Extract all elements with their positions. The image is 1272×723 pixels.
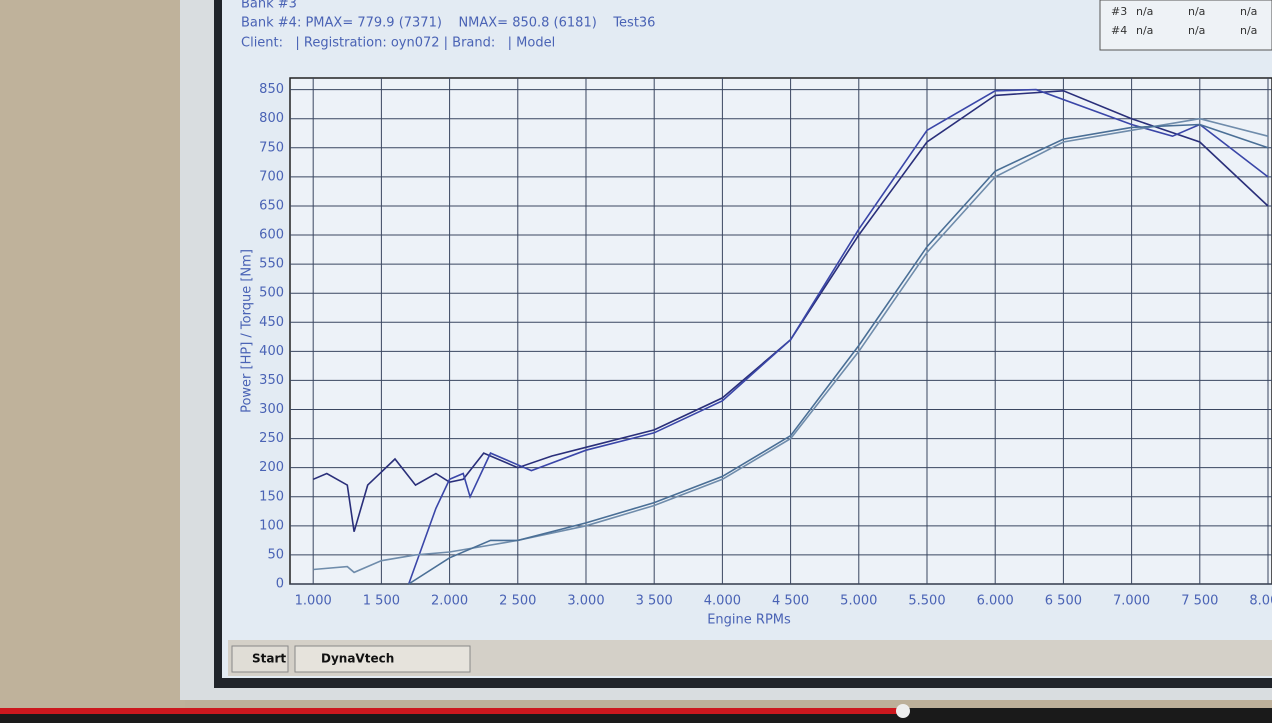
x-tick-label: 7 500 — [1181, 594, 1218, 609]
results-table — [1099, 0, 1272, 51]
y-tick-label: 850 — [259, 82, 284, 97]
start-button[interactable] — [231, 645, 289, 673]
y-tick-label: 400 — [259, 344, 284, 359]
bank3: Bank #3 — [241, 0, 297, 12]
video-progress[interactable] — [0, 708, 903, 714]
data-line — [313, 117, 1269, 574]
x-tick-label: 1 500 — [363, 594, 400, 609]
app-button[interactable] — [294, 645, 471, 673]
y-tick-label: 800 — [259, 111, 284, 126]
y-tick-label: 750 — [259, 140, 284, 155]
x-tick-label: 5.500 — [908, 594, 945, 609]
table-cell: #3 — [1111, 5, 1127, 18]
table-cell: n/a — [1240, 5, 1257, 18]
data-line — [407, 88, 1269, 585]
y-tick-label: 350 — [259, 373, 284, 388]
x-tick-label: 8.000 — [1249, 594, 1272, 609]
y-tick-label: 200 — [259, 460, 284, 475]
x-tick-label: 5.000 — [840, 594, 877, 609]
x-tick-label: 6 500 — [1045, 594, 1082, 609]
y-tick-label: 650 — [259, 198, 284, 213]
y-tick-label: 100 — [259, 518, 284, 533]
x-tick-label: 2 500 — [499, 594, 536, 609]
bank4: Bank #4: PMAX= 779.9 (7371) NMAX= 850.8 … — [241, 16, 655, 31]
data-line — [312, 89, 1269, 532]
y-tick-label: 150 — [259, 489, 284, 504]
y-tick-label: 600 — [259, 228, 284, 243]
x-tick-label: 1.000 — [295, 594, 332, 609]
x-tick-label: 4.000 — [704, 594, 741, 609]
y-tick-label: 500 — [259, 286, 284, 301]
table-cell: #4 — [1111, 24, 1127, 37]
chart: 0 50 100 150 200 250 300 350 400 450 500 550 600 650 7… — [240, 77, 1272, 628]
y-tick-label: 300 — [259, 402, 284, 417]
table-cell: n/a — [1188, 5, 1205, 18]
table-cell: n/a — [1188, 24, 1205, 37]
y-tick-label: 0 — [276, 577, 284, 592]
x-tick-label: 4 500 — [772, 594, 809, 609]
table-cell: n/a — [1136, 24, 1153, 37]
plot-area — [289, 77, 1272, 585]
table-cell: n/a — [1136, 5, 1153, 18]
table-rows: #3 n/a n/a n/a #4 n/a n/a n/a — [1111, 5, 1257, 37]
table-cell: n/a — [1240, 24, 1257, 37]
y-tick-label: 550 — [259, 257, 284, 272]
x-tick-label: 3 500 — [636, 594, 673, 609]
x-axis-label: Engine RPMs — [707, 613, 791, 628]
y-axis-label: Power [HP] / Torque [Nm] — [240, 249, 255, 413]
x-tick-label: 3.000 — [567, 594, 604, 609]
data-line — [408, 123, 1269, 585]
x-tick-label: 2.000 — [431, 594, 468, 609]
y-tick-label: 250 — [259, 431, 284, 446]
video-scrubber[interactable] — [896, 704, 910, 718]
client: Client: | Registration: oyn072 | Brand: … — [241, 36, 555, 51]
x-tick-label: 6.000 — [977, 594, 1014, 609]
y-tick-label: 450 — [259, 315, 284, 330]
x-tick-label: 7.000 — [1113, 594, 1150, 609]
start-label[interactable]: Start — [252, 652, 286, 666]
wall — [0, 0, 185, 723]
y-tick-label: 50 — [267, 547, 284, 562]
app-label[interactable]: DynaVtech — [321, 652, 394, 666]
y-tick-label: 700 — [259, 169, 284, 184]
